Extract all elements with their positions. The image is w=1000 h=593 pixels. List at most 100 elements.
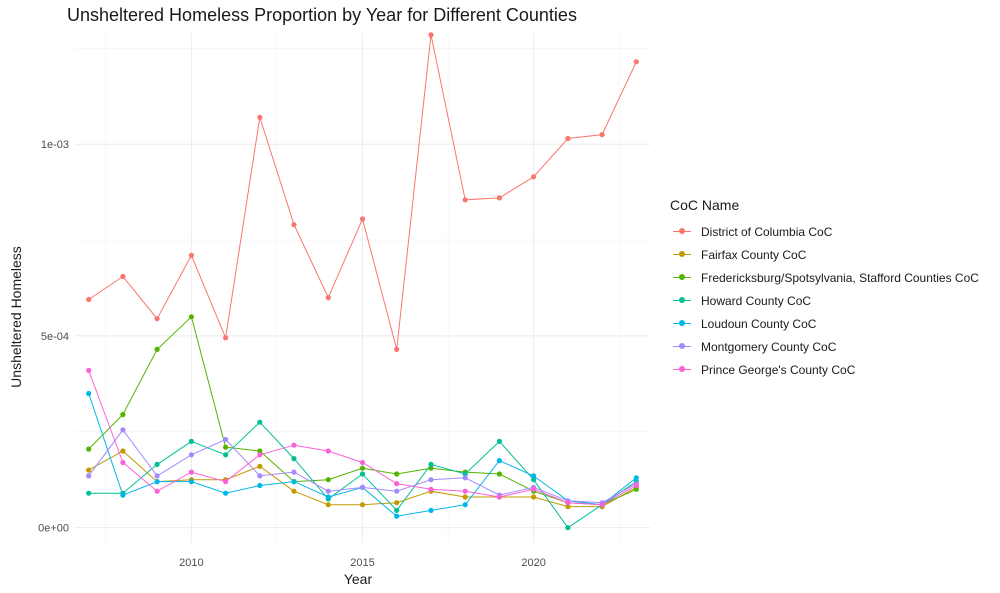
data-point-fairfax-county-coc	[359, 502, 366, 508]
y-tick-label: 5e-04	[41, 331, 69, 343]
data-point-fredericksburg-spotsylvania-stafford-counties-coc	[633, 486, 639, 492]
legend-item: Montgomery County CoC	[670, 335, 979, 358]
data-point-fairfax-county-coc	[257, 463, 263, 469]
data-point-prince-george-s-county-coc	[154, 488, 160, 494]
data-point-howard-county-coc	[86, 490, 92, 496]
data-point-fredericksburg-spotsylvania-stafford-counties-coc	[394, 471, 400, 477]
data-point-district-of-columbia-coc	[154, 316, 160, 322]
y-axis-title: Unsheltered Homeless	[8, 246, 24, 388]
data-point-prince-george-s-county-coc	[531, 486, 537, 492]
legend-item: Howard County CoC	[670, 289, 979, 312]
legend-label: Loudoun County CoC	[701, 316, 817, 331]
data-point-fairfax-county-coc	[86, 467, 92, 473]
data-point-montgomery-county-coc	[188, 452, 194, 458]
data-point-prince-george-s-county-coc	[394, 481, 400, 487]
data-point-howard-county-coc	[154, 461, 160, 467]
data-point-howard-county-coc	[291, 456, 297, 462]
data-point-fredericksburg-spotsylvania-stafford-counties-coc	[359, 465, 366, 471]
legend-label: Fairfax County CoC	[701, 247, 807, 262]
data-point-montgomery-county-coc	[257, 473, 263, 479]
data-point-loudoun-county-coc	[188, 479, 194, 485]
data-point-prince-george-s-county-coc	[120, 459, 126, 466]
data-point-montgomery-county-coc	[359, 484, 366, 490]
tick-labels: 2010 2015 2020 0e+00 5e-04 1e-03	[38, 139, 546, 569]
data-point-fairfax-county-coc	[531, 494, 537, 500]
legend: CoC Name District of Columbia CoC Fairfax…	[670, 197, 979, 381]
x-axis-title: Year	[344, 571, 373, 587]
data-point-prince-george-s-county-coc	[462, 488, 468, 494]
data-point-loudoun-county-coc	[531, 473, 537, 479]
data-point-montgomery-county-coc	[86, 473, 92, 479]
data-point-loudoun-county-coc	[223, 490, 229, 496]
legend-item: Loudoun County CoC	[670, 312, 979, 335]
data-point-howard-county-coc	[188, 438, 194, 444]
data-point-howard-county-coc	[531, 477, 537, 483]
data-point-prince-george-s-county-coc	[291, 442, 297, 448]
data-point-district-of-columbia-coc	[496, 195, 502, 201]
data-point-prince-george-s-county-coc	[86, 367, 92, 373]
legend-key-icon	[670, 266, 694, 289]
data-point-district-of-columbia-coc	[565, 135, 571, 142]
data-point-montgomery-county-coc	[428, 477, 434, 483]
data-point-howard-county-coc	[257, 419, 263, 425]
legend-item: Fairfax County CoC	[670, 243, 979, 266]
x-tick-label: 2015	[350, 557, 374, 569]
data-point-loudoun-county-coc	[257, 482, 263, 489]
data-point-montgomery-county-coc	[154, 473, 160, 479]
data-point-district-of-columbia-coc	[120, 273, 126, 280]
data-point-howard-county-coc	[462, 471, 468, 477]
data-point-montgomery-county-coc	[462, 475, 468, 481]
legend-label: Prince George's County CoC	[701, 362, 856, 377]
legend-title: CoC Name	[670, 197, 740, 213]
legend-item: Fredericksburg/Spotsylvania, Stafford Co…	[670, 266, 979, 289]
legend-key-icon	[670, 289, 694, 312]
legend-item: District of Columbia CoC	[670, 220, 979, 243]
chart-title: Unsheltered Homeless Proportion by Year …	[67, 5, 577, 25]
data-point-montgomery-county-coc	[325, 488, 331, 494]
data-point-fairfax-county-coc	[325, 502, 331, 508]
data-point-district-of-columbia-coc	[257, 114, 263, 120]
data-point-howard-county-coc	[359, 471, 366, 477]
data-point-district-of-columbia-coc	[531, 174, 537, 180]
data-point-howard-county-coc	[565, 525, 571, 531]
data-point-montgomery-county-coc	[394, 488, 400, 494]
data-point-montgomery-county-coc	[291, 469, 297, 475]
data-point-fairfax-county-coc	[291, 488, 297, 494]
legend-key-icon	[670, 312, 694, 335]
data-point-fairfax-county-coc	[120, 448, 126, 454]
data-point-fairfax-county-coc	[394, 500, 400, 506]
legend-items: District of Columbia CoC Fairfax County C…	[670, 220, 979, 381]
data-point-loudoun-county-coc	[462, 502, 468, 508]
data-point-loudoun-county-coc	[154, 479, 160, 485]
x-tick-label: 2010	[179, 557, 203, 569]
data-point-prince-george-s-county-coc	[565, 500, 571, 506]
legend-key-icon	[670, 243, 694, 266]
data-point-loudoun-county-coc	[394, 513, 400, 519]
series-layer	[86, 32, 639, 531]
data-point-prince-george-s-county-coc	[223, 479, 229, 485]
data-point-fairfax-county-coc	[565, 504, 571, 510]
data-point-montgomery-county-coc	[223, 436, 229, 443]
data-point-loudoun-county-coc	[633, 475, 639, 481]
data-point-district-of-columbia-coc	[394, 346, 400, 352]
data-point-fredericksburg-spotsylvania-stafford-counties-coc	[325, 477, 331, 483]
data-point-fredericksburg-spotsylvania-stafford-counties-coc	[120, 411, 126, 418]
legend-label: Montgomery County CoC	[701, 339, 837, 354]
data-point-district-of-columbia-coc	[633, 59, 639, 65]
data-point-fairfax-county-coc	[462, 494, 468, 500]
data-point-howard-county-coc	[428, 461, 434, 467]
data-point-prince-george-s-county-coc	[496, 494, 502, 500]
data-point-district-of-columbia-coc	[428, 32, 434, 38]
data-point-district-of-columbia-coc	[462, 197, 468, 203]
data-point-prince-george-s-county-coc	[428, 486, 434, 492]
legend-key-icon	[670, 358, 694, 381]
data-point-howard-county-coc	[496, 438, 502, 444]
data-point-prince-george-s-county-coc	[257, 452, 263, 458]
data-point-prince-george-s-county-coc	[599, 502, 605, 508]
data-point-fredericksburg-spotsylvania-stafford-counties-coc	[496, 471, 502, 477]
data-point-howard-county-coc	[394, 507, 400, 513]
data-point-district-of-columbia-coc	[325, 295, 331, 301]
y-tick-label: 1e-03	[41, 139, 69, 151]
data-point-loudoun-county-coc	[325, 494, 331, 500]
data-point-fredericksburg-spotsylvania-stafford-counties-coc	[223, 444, 229, 450]
